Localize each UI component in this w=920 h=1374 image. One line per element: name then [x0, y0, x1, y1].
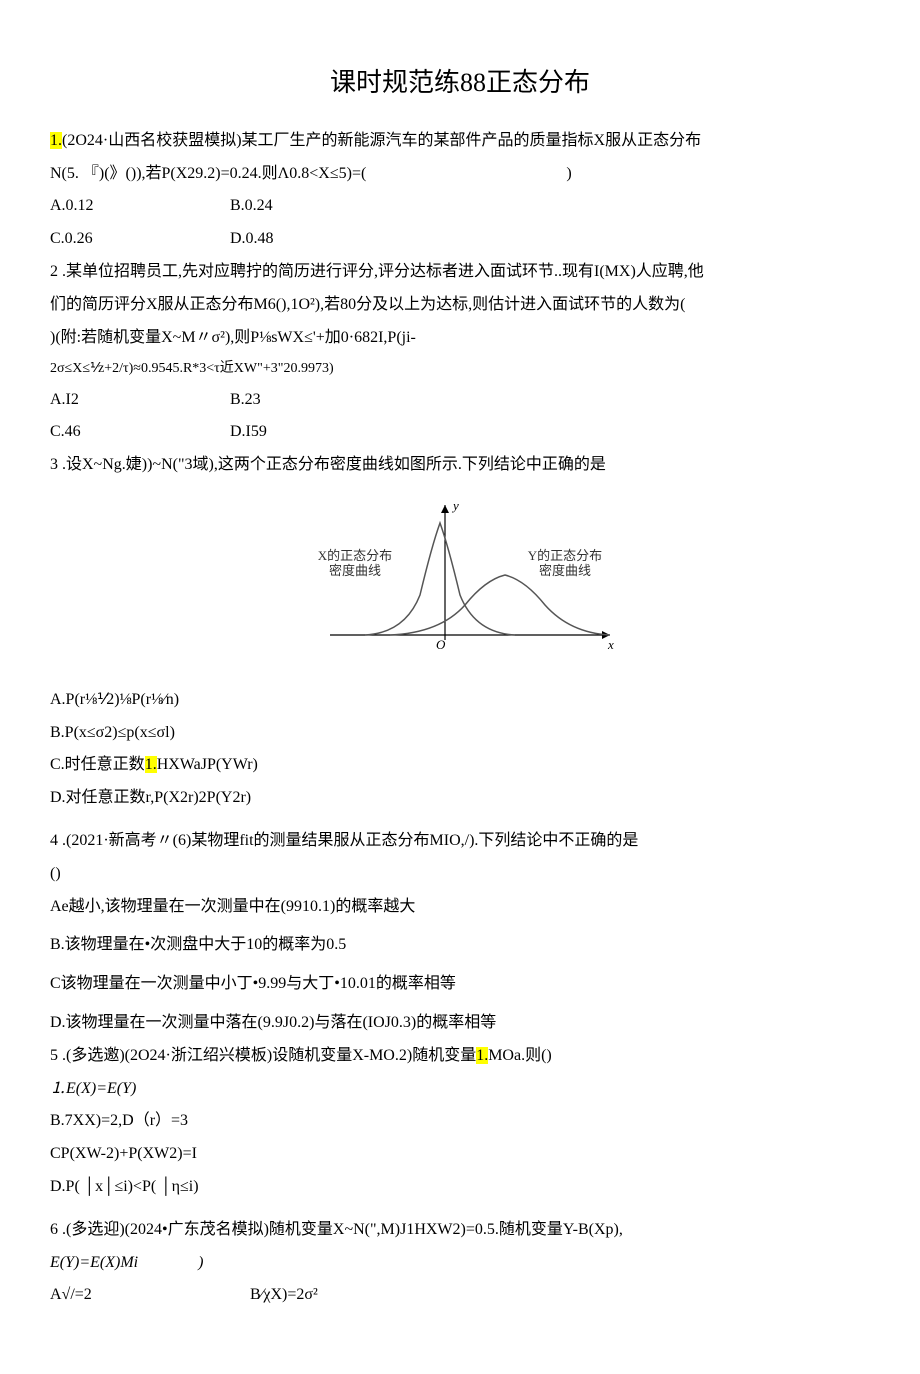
q6-line2: E(Y)=E(X)Mi)	[50, 1249, 870, 1278]
q3-optD: D.对任意正数r,P(X2r)2P(Y2r)	[50, 784, 870, 813]
q3-optC: C.时任意正数1.HXWaJP(YWr)	[50, 751, 870, 780]
page-title: 课时规范练88正态分布	[50, 60, 870, 107]
axis-o-label: O	[436, 637, 446, 652]
q2-optB: B.23	[230, 386, 410, 415]
curve-x	[365, 523, 515, 635]
q6-optB: B⁄χX)=2σ²	[250, 1281, 430, 1310]
q1-line2: N(5. 『)(》()),若P(X29.2)=0.24.则Λ0.8<X≤5)=(…	[50, 160, 870, 189]
q2-number: 2	[50, 263, 58, 280]
q3-number: 3	[50, 456, 58, 473]
q3-line1: 3 .设X~Ng.婕))~N("3域),这两个正态分布密度曲线如图所示.下列结论…	[50, 451, 870, 480]
q1-optC: C.0.26	[50, 225, 230, 254]
q4-line1: 4 .(2021·新高考〃(6)某物理fit的测量结果服从正态分布MIO,/).…	[50, 827, 870, 856]
q4-optB: B.该物理量在•次测盘中大于10的概率为0.5	[50, 931, 870, 960]
q1-optD: D.0.48	[230, 225, 410, 254]
q6-optA: A√/=2	[50, 1281, 250, 1310]
q2-line3: )(附:若随机变量X~M〃σ²),则P⅛sWX≤'+加0·682I,P(ji-	[50, 324, 870, 353]
q4-number: 4	[50, 832, 58, 849]
q5-optC: CP(XW-2)+P(XW2)=I	[50, 1140, 870, 1169]
label-y2: 密度曲线	[539, 563, 591, 578]
q6-line1: 6 .(多选迎)(2024•广东茂名模拟)随机变量X~N(",M)J1HXW2)…	[50, 1216, 870, 1245]
q2-optC: C.46	[50, 418, 230, 447]
q1-options-row1: A.0.12 B.0.24	[50, 192, 870, 221]
axis-y-label: y	[451, 498, 459, 513]
q1-optA: A.0.12	[50, 192, 230, 221]
q1-text: (2O24·山西名校获盟模拟)某工厂生产的新能源汽车的某部件产品的质量指标X服从…	[62, 132, 701, 149]
q2-options-row1: A.I2 B.23	[50, 386, 870, 415]
q3-optC-highlight: 1.	[145, 756, 157, 773]
q3-optB: B.P(x≤σ2)≤p(x≤σl)	[50, 719, 870, 748]
q5-optA: ⒈E(X)=E(Y)	[50, 1075, 870, 1104]
q2-line1: 2 .某单位招聘员工,先对应聘拧的简历进行评分,评分达标者进入面试环节..现有I…	[50, 258, 870, 287]
q3-optA: A.P(r⅛⅟2)⅛P(r⅛⁄n)	[50, 686, 870, 715]
q2-line2: 们的简历评分X服从正态分布M6(),1O²),若80分及以上为达标,则估计进入面…	[50, 291, 870, 320]
q4-line2: ()	[50, 860, 870, 889]
q2-optA: A.I2	[50, 386, 230, 415]
q5-optB: B.7XX)=2,D（r）=3	[50, 1107, 870, 1136]
q6-options: A√/=2 B⁄χX)=2σ²	[50, 1281, 870, 1310]
q1-options-row2: C.0.26 D.0.48	[50, 225, 870, 254]
q5-line1: 5 .(多选邀)(2O24·浙江绍兴模板)设随机变量X-MO.2)随机变量1.M…	[50, 1042, 870, 1071]
y-arrow-icon	[441, 505, 449, 513]
label-y1: Y的正态分布	[528, 548, 602, 563]
q1-number: 1.	[50, 132, 62, 149]
label-x1: X的正态分布	[318, 548, 392, 563]
q6-number: 6	[50, 1221, 58, 1238]
q2-options-row2: C.46 D.I59	[50, 418, 870, 447]
axis-x-label: x	[607, 637, 614, 652]
q2-line4: 2σ≤X≤⅟z+2/τ)≈0.9545.R*3<τ近XW"+3"20.9973)	[50, 356, 870, 381]
q1-optB: B.0.24	[230, 192, 410, 221]
q4-optC: C该物理量在一次测量中小丁•9.99与大丁•10.01的概率相等	[50, 970, 870, 999]
q3-figure: X的正态分布 密度曲线 Y的正态分布 密度曲线 y O x	[50, 495, 870, 671]
label-x2: 密度曲线	[329, 563, 381, 578]
q4-optD: D.该物理量在一次测量中落在(9.9J0.2)与落在(IOJ0.3)的概率相等	[50, 1009, 870, 1038]
q5-highlight: 1.	[476, 1047, 488, 1064]
q4-optA: Ae越小,该物理量在一次测量中在(9910.1)的概率越大	[50, 893, 870, 922]
q1-line1: 1.(2O24·山西名校获盟模拟)某工厂生产的新能源汽车的某部件产品的质量指标X…	[50, 127, 870, 156]
q5-optD: D.P( │x│≤i)<P( │η≤i)	[50, 1173, 870, 1202]
q5-number: 5	[50, 1047, 58, 1064]
q2-optD: D.I59	[230, 418, 410, 447]
